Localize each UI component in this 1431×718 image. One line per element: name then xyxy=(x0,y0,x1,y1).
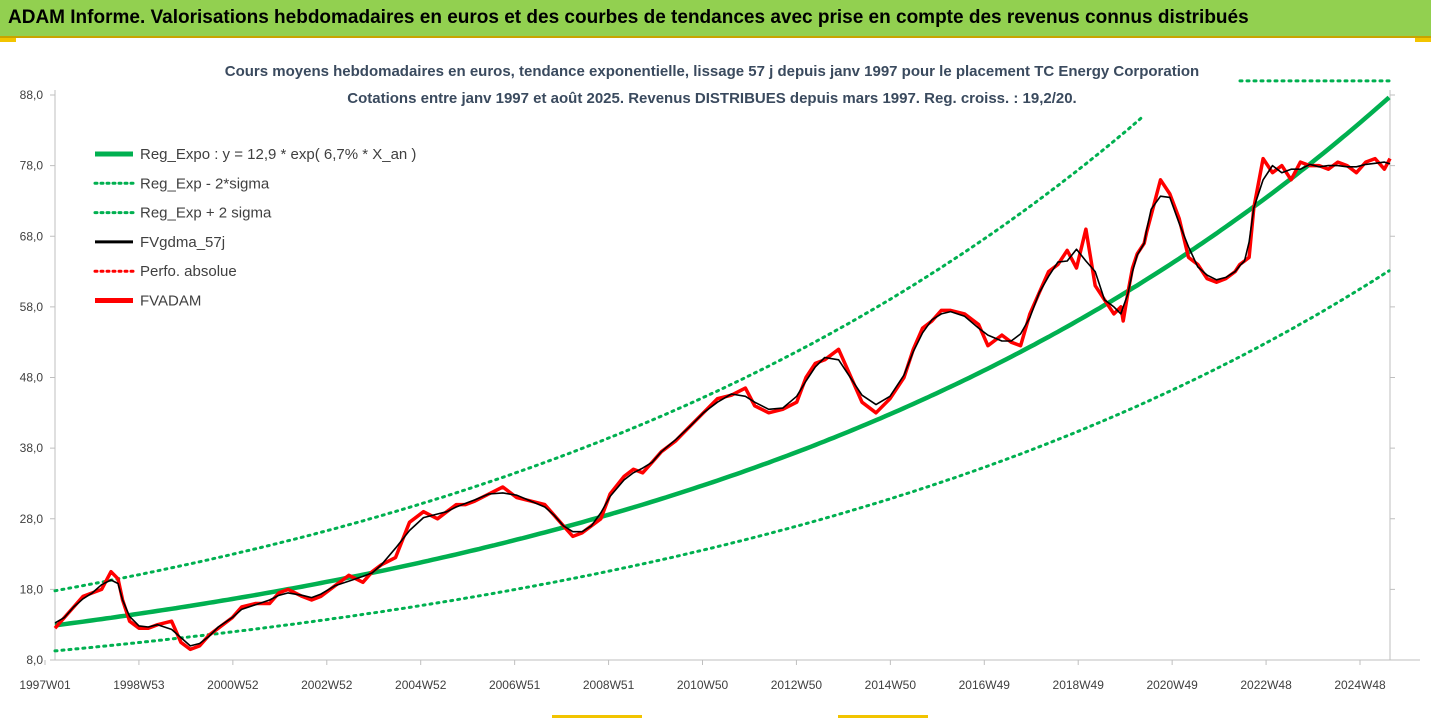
y-tick-label: 28,0 xyxy=(20,512,44,526)
y-tick-label: 8,0 xyxy=(26,653,43,667)
y-tick-label: 48,0 xyxy=(20,371,44,385)
legend-label: Reg_Expo : y = 12,9 * exp( 6,7% * X_an ) xyxy=(140,146,416,163)
fvgdma-57j-line xyxy=(54,161,1391,647)
report-banner: ADAM Informe. Valorisations hebdomadaire… xyxy=(0,0,1431,38)
x-tick-label: 2010W50 xyxy=(677,678,729,692)
chart-title-line2: Cotations entre janv 1997 et août 2025. … xyxy=(347,90,1076,107)
legend-label: Reg_Exp - 2*sigma xyxy=(140,175,270,192)
x-tick-label: 2008W51 xyxy=(583,678,635,692)
legend-label: FVgdma_57j xyxy=(140,234,225,251)
chart-area: 8,0 18,0 28,0 38,0 48,0 58,0 68,0 78,0 88,0 1997W… xyxy=(19,63,1420,692)
x-tick-label: 2002W52 xyxy=(301,678,353,692)
x-tick-label: 2024W48 xyxy=(1334,678,1386,692)
legend: Reg_Expo : y = 12,9 * exp( 6,7% * X_an )… xyxy=(93,146,416,310)
corner-marker-top-right xyxy=(1415,38,1431,42)
y-tick-label: 38,0 xyxy=(20,441,44,455)
y-tick-label: 68,0 xyxy=(20,229,44,243)
legend-label: Reg_Exp + 2 sigma xyxy=(140,205,272,222)
y-tick-label: 78,0 xyxy=(20,159,44,173)
fvadam-line xyxy=(53,156,1392,652)
corner-marker-bottom-right xyxy=(838,715,928,718)
x-tick-label: 2000W52 xyxy=(207,678,259,692)
report-title: ADAM Informe. Valorisations hebdomadaire… xyxy=(8,7,1249,28)
x-tick-label: 2016W49 xyxy=(959,678,1011,692)
x-tick-label: 2006W51 xyxy=(489,678,541,692)
y-tick-label: 58,0 xyxy=(20,300,44,314)
reg-expo-line xyxy=(54,95,1391,628)
y-tick-label: 88,0 xyxy=(20,88,44,102)
chart-title-line1: Cours moyens hebdomadaires en euros, ten… xyxy=(225,63,1199,80)
axes: 8,0 18,0 28,0 38,0 48,0 58,0 68,0 78,0 88,0 1997W… xyxy=(19,88,1420,692)
x-tick-label: 2004W52 xyxy=(395,678,447,692)
x-tick-label: 2012W50 xyxy=(771,678,823,692)
reg-exp-plus-2-sigma-line xyxy=(53,116,1144,593)
x-tick-label: 2020W49 xyxy=(1146,678,1198,692)
legend-label: Perfo. absolue xyxy=(140,263,237,280)
curves xyxy=(53,79,1392,653)
x-tick-label: 1997W01 xyxy=(19,678,71,692)
corner-marker-bottom-left xyxy=(552,715,642,718)
legend-label: FVADAM xyxy=(140,293,201,310)
x-tick-label: 2014W50 xyxy=(865,678,917,692)
corner-marker-top-left xyxy=(0,38,16,42)
reg-exp-minus-2-sigma-line xyxy=(53,269,1391,653)
x-tick-label: 1998W53 xyxy=(113,678,165,692)
x-tick-label: 2022W48 xyxy=(1240,678,1292,692)
x-tick-label: 2018W49 xyxy=(1053,678,1105,692)
y-tick-label: 18,0 xyxy=(20,582,44,596)
